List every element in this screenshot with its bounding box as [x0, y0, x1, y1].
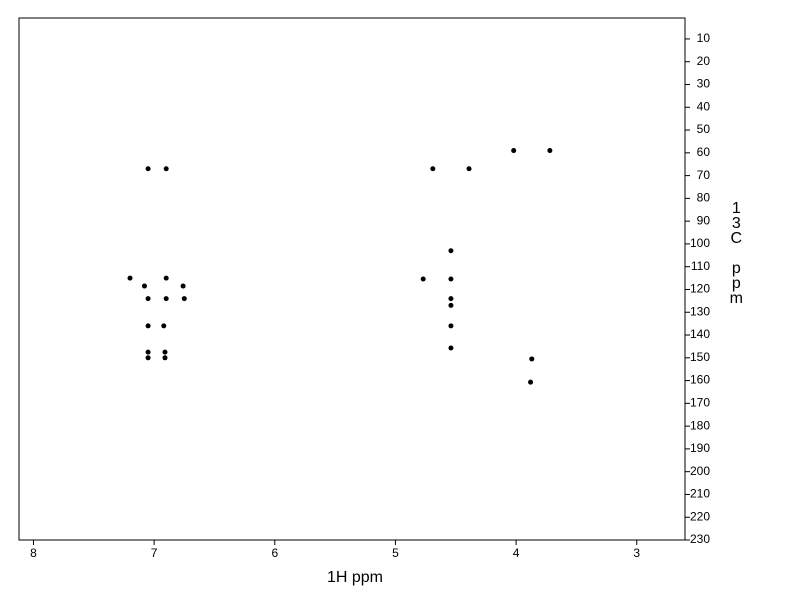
peak — [448, 323, 454, 329]
y-tick-label: 140 — [690, 327, 710, 341]
y-tick-label: 170 — [690, 396, 710, 410]
x-tick-label: 3 — [633, 546, 640, 560]
x-tick-label: 8 — [30, 546, 37, 560]
x-tick-label: 6 — [271, 546, 278, 560]
peak — [448, 276, 454, 282]
peak — [162, 355, 168, 361]
peak — [547, 148, 553, 154]
peak — [511, 148, 517, 154]
peak — [145, 349, 151, 355]
peak — [448, 345, 454, 351]
peak — [448, 248, 454, 254]
peak — [420, 276, 426, 282]
peak — [163, 166, 169, 172]
peak — [145, 323, 151, 329]
y-tick-label: 20 — [697, 54, 711, 68]
y-tick-label: 120 — [690, 282, 710, 296]
x-tick-label: 7 — [151, 546, 158, 560]
peak — [145, 166, 151, 172]
peak — [180, 283, 186, 289]
peak — [162, 349, 168, 355]
y-tick-label: 90 — [697, 213, 711, 227]
y-tick-label: 60 — [697, 145, 711, 159]
peak — [448, 302, 454, 308]
peak — [161, 323, 167, 329]
peak — [430, 166, 436, 172]
y-tick-label: 10 — [697, 31, 711, 45]
peak — [528, 379, 534, 385]
peak — [145, 296, 151, 302]
peak — [466, 166, 472, 172]
y-tick-label: 230 — [690, 532, 710, 546]
peak — [141, 283, 147, 289]
y-tick-label: 180 — [690, 418, 710, 432]
x-tick-label: 5 — [392, 546, 399, 560]
peak — [163, 275, 169, 281]
y-tick-label: 40 — [697, 99, 711, 113]
y-tick-label: 150 — [690, 350, 710, 364]
x-axis-title: 1H ppm — [327, 569, 383, 586]
y-tick-label: 160 — [690, 373, 710, 387]
peak — [448, 296, 454, 302]
y-tick-label: 80 — [697, 191, 711, 205]
y-tick-label: 210 — [690, 487, 710, 501]
y-tick-label: 130 — [690, 304, 710, 318]
y-tick-label: 110 — [691, 259, 710, 273]
y-tick-label: 50 — [697, 122, 711, 136]
y-tick-label: 200 — [690, 464, 710, 478]
y-tick-label: 220 — [690, 509, 710, 523]
plot-frame — [18, 17, 686, 541]
peak — [163, 296, 169, 302]
peak — [145, 355, 151, 361]
y-axis-title: 13C ppm — [728, 200, 745, 305]
y-tick-label: 30 — [697, 77, 711, 91]
peak — [181, 296, 187, 302]
y-tick-label: 100 — [690, 236, 710, 250]
peak — [127, 275, 133, 281]
y-tick-label: 70 — [697, 168, 711, 182]
peak — [529, 356, 535, 362]
y-tick-label: 190 — [690, 441, 710, 455]
x-tick-label: 4 — [513, 546, 520, 560]
